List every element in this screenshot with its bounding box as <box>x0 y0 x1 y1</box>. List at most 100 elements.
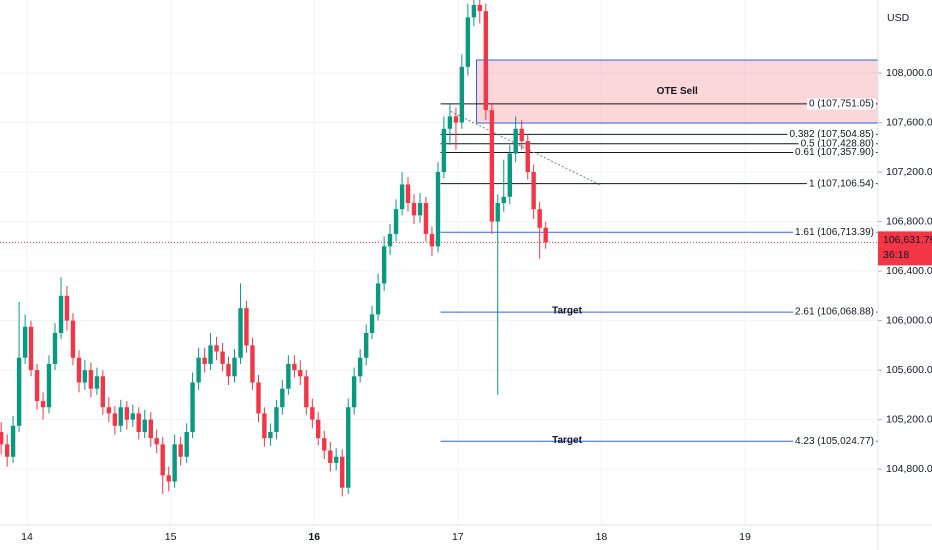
candle-body <box>346 407 351 488</box>
candle-body <box>286 363 291 389</box>
candle-body <box>136 413 141 432</box>
y-tick-label: 105,200.00 <box>886 413 932 425</box>
candle-body <box>94 376 100 389</box>
candle-body <box>160 444 165 476</box>
candle-body <box>543 227 548 243</box>
candle-body <box>124 407 130 420</box>
candle-body <box>387 233 393 247</box>
candle-body <box>214 345 219 352</box>
y-tick-label: 106,400.00 <box>886 265 932 277</box>
candle-body <box>423 202 429 234</box>
candle-body <box>154 438 159 445</box>
x-tick-label: 17 <box>452 531 464 543</box>
candle-body <box>483 11 489 111</box>
candle-body <box>328 450 333 463</box>
candle-body <box>34 370 40 402</box>
candle-body <box>178 444 183 457</box>
candle-body <box>4 444 10 457</box>
plot-area: OTE Sell 0 (107,751.05) 0.382 (107,504.85)… <box>0 0 878 525</box>
candle-body <box>399 184 405 210</box>
y-tick-label: 107,200.00 <box>886 166 932 178</box>
candle-body <box>100 376 106 408</box>
zone <box>475 59 878 124</box>
candle-body <box>441 128 447 173</box>
candle-body <box>244 308 249 346</box>
fib-note: Target <box>552 306 582 317</box>
candle-body <box>28 326 34 371</box>
candle-body <box>256 382 261 414</box>
candle-body <box>310 407 315 420</box>
candle-body <box>226 363 231 377</box>
last-price-label: 106,631.79 <box>883 234 932 246</box>
x-tick-label: 19 <box>739 531 751 543</box>
fib-label: 0.5 (107,428.80) <box>801 138 874 149</box>
candle-body <box>489 110 495 222</box>
fib-label: 1 (107,106.54) <box>809 178 874 189</box>
candle-body <box>82 370 88 383</box>
candle-body <box>459 66 465 123</box>
candle-body <box>232 357 237 377</box>
candle-body <box>507 153 512 197</box>
candle-body <box>453 116 459 123</box>
candle-body <box>76 357 82 383</box>
candle-body <box>363 332 369 358</box>
candle-body <box>316 419 321 439</box>
candle-body <box>471 4 477 18</box>
candle-body <box>274 407 279 432</box>
fib-note: Target <box>552 435 582 446</box>
candle-body <box>118 407 123 426</box>
candle-body <box>190 382 195 432</box>
candle-body <box>405 184 411 203</box>
candle-body <box>208 345 213 364</box>
candle-body <box>238 308 243 358</box>
candle-body <box>268 431 273 439</box>
candle-body <box>381 246 387 284</box>
y-tick-label: 105,600.00 <box>886 364 932 376</box>
candle-body <box>333 456 339 463</box>
candle-body <box>172 444 177 482</box>
candle-body <box>495 202 500 222</box>
candle-body <box>477 4 482 12</box>
candle-body <box>112 413 118 426</box>
candle-body <box>435 172 441 247</box>
candle-body <box>531 172 536 210</box>
candle-body <box>298 370 303 377</box>
x-tick-label: 16 <box>308 531 320 543</box>
candle-body <box>280 388 285 408</box>
x-tick-label: 18 <box>596 531 608 543</box>
fib-label-bg <box>793 226 876 238</box>
candle-body <box>184 431 189 457</box>
candle-body <box>10 425 16 457</box>
candle-body <box>202 357 207 364</box>
fib-label-bg <box>806 178 876 190</box>
candle-body <box>357 357 363 377</box>
fib-label-bg <box>806 98 876 110</box>
candle-body <box>220 351 225 364</box>
candle-body <box>340 456 345 488</box>
y-tick-label: 106,800.00 <box>886 215 932 227</box>
candle-body <box>417 202 423 216</box>
fib-label: 2.61 (106,068.88) <box>795 307 874 318</box>
candle-body <box>411 202 417 216</box>
candle-body <box>250 345 255 383</box>
candle-body <box>40 401 46 408</box>
candle-body <box>58 295 64 333</box>
candle-body <box>262 413 267 439</box>
fib-label-bg <box>787 128 876 140</box>
fib-label-bg <box>793 147 876 159</box>
candle-body <box>537 209 542 228</box>
candle-body <box>16 357 22 426</box>
fib-label: 0.61 (107,357.90) <box>795 147 874 158</box>
fib-label: 0 (107,751.05) <box>809 98 874 109</box>
candle-body <box>22 326 28 358</box>
candle-body <box>148 419 153 439</box>
candle-body <box>130 413 136 420</box>
fib-label: 1.61 (106,713.39) <box>795 227 874 238</box>
candle-body <box>0 431 4 445</box>
x-tick-label: 15 <box>165 531 177 543</box>
candle-body <box>393 209 399 234</box>
fib-label-bg <box>793 306 876 318</box>
